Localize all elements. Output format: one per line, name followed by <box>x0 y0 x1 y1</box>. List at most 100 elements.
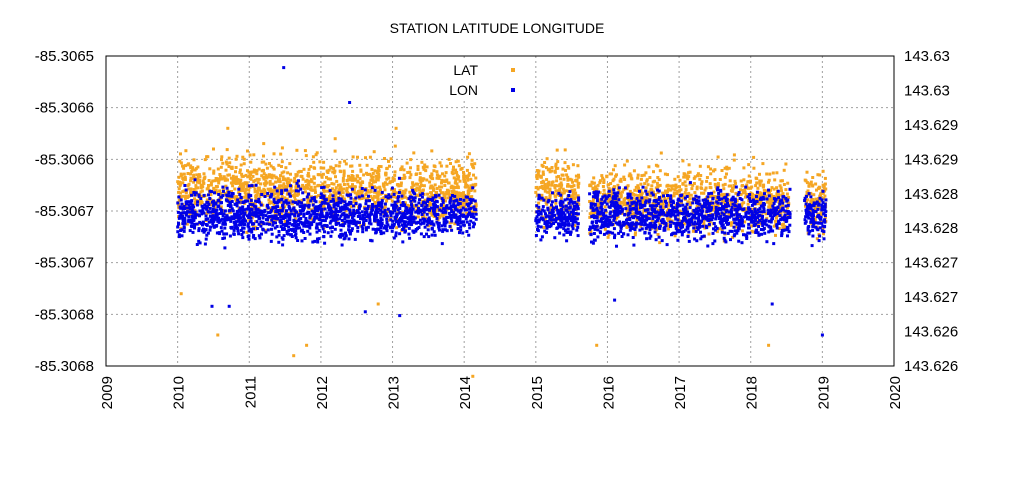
point-lat <box>666 207 670 211</box>
point-lon <box>729 209 733 213</box>
point-lon <box>306 229 310 233</box>
point-lat <box>782 168 786 172</box>
point-lon <box>458 211 462 215</box>
point-lon <box>559 216 563 220</box>
point-lon <box>431 198 434 202</box>
point-lat <box>211 179 215 183</box>
point-lon <box>343 236 347 240</box>
point-lon <box>640 205 644 209</box>
point-lon <box>756 231 760 235</box>
point-lon <box>635 196 639 200</box>
point-lon <box>461 231 465 235</box>
point-lat <box>445 191 449 194</box>
point-lon <box>193 210 197 214</box>
point-lat <box>385 199 389 203</box>
point-lat <box>786 181 790 185</box>
point-lat <box>441 191 445 195</box>
point-lat <box>558 190 562 194</box>
point-lon <box>447 206 451 210</box>
point-lon <box>326 202 330 206</box>
point-lon <box>374 230 378 234</box>
point-lon <box>318 218 322 221</box>
point-lat <box>402 195 406 199</box>
point-lat <box>435 173 439 177</box>
point-lon <box>274 214 278 218</box>
point-lon <box>426 228 430 232</box>
point-lat <box>779 179 783 183</box>
point-lon <box>403 216 406 220</box>
point-lat <box>369 194 373 198</box>
point-lon <box>367 194 370 198</box>
point-lon <box>277 233 281 237</box>
point-lon <box>440 224 444 228</box>
point-lat <box>241 189 245 192</box>
point-lon <box>467 207 471 211</box>
point-lon <box>328 221 332 225</box>
point-lat <box>386 209 390 213</box>
point-lon <box>616 191 620 195</box>
point-lat <box>243 191 247 194</box>
point-lat <box>286 177 290 181</box>
point-lon <box>784 209 788 213</box>
point-lat <box>235 195 239 198</box>
point-lon <box>419 222 423 226</box>
point-lat <box>424 216 428 220</box>
point-lat <box>632 204 636 208</box>
outlier-lat <box>226 126 230 130</box>
point-lon <box>571 215 575 219</box>
point-lat <box>348 185 351 189</box>
point-lat <box>280 160 284 164</box>
point-lon <box>565 197 569 201</box>
point-lat <box>441 172 444 176</box>
point-lon <box>287 229 291 232</box>
point-lat <box>294 184 298 188</box>
point-lon <box>240 207 244 211</box>
point-lat <box>606 235 610 239</box>
point-lon <box>576 212 580 216</box>
point-lon <box>309 199 313 203</box>
point-lat <box>438 206 442 210</box>
point-lat <box>326 189 330 193</box>
point-lon <box>571 227 575 231</box>
point-lat <box>182 172 186 176</box>
point-lat <box>540 181 544 184</box>
point-lat <box>632 212 636 216</box>
point-lat <box>322 166 326 170</box>
point-lat <box>339 170 343 174</box>
point-lon <box>422 235 426 239</box>
point-lon <box>177 235 181 239</box>
point-lat <box>457 175 461 179</box>
point-lon <box>356 226 360 229</box>
point-lon <box>349 230 353 234</box>
point-lat <box>573 188 577 192</box>
point-lat <box>380 197 384 201</box>
point-lon <box>551 191 554 195</box>
point-lon <box>304 217 308 220</box>
point-lon <box>421 217 425 221</box>
point-lat <box>453 222 457 226</box>
point-lat <box>183 178 187 181</box>
chart-title: STATION LATITUDE LONGITUDE <box>390 20 605 36</box>
point-lat <box>627 174 631 178</box>
point-lat <box>811 176 815 179</box>
point-lon <box>296 202 300 206</box>
point-lon <box>211 204 215 208</box>
point-lat <box>444 192 448 196</box>
point-lon <box>176 210 180 214</box>
point-lat <box>543 189 547 193</box>
point-lat <box>263 183 267 187</box>
point-lat <box>406 203 410 207</box>
point-lat <box>280 171 284 175</box>
point-lon <box>465 202 469 206</box>
point-lon <box>427 221 430 225</box>
point-lon <box>193 216 197 220</box>
point-lat <box>548 170 552 174</box>
point-lon <box>537 193 541 197</box>
point-lat <box>805 181 809 185</box>
point-lat <box>678 209 682 213</box>
point-lon <box>251 222 254 226</box>
point-lat <box>764 194 768 198</box>
point-lat <box>302 187 306 190</box>
point-lon <box>312 196 316 200</box>
point-lat <box>550 166 554 169</box>
